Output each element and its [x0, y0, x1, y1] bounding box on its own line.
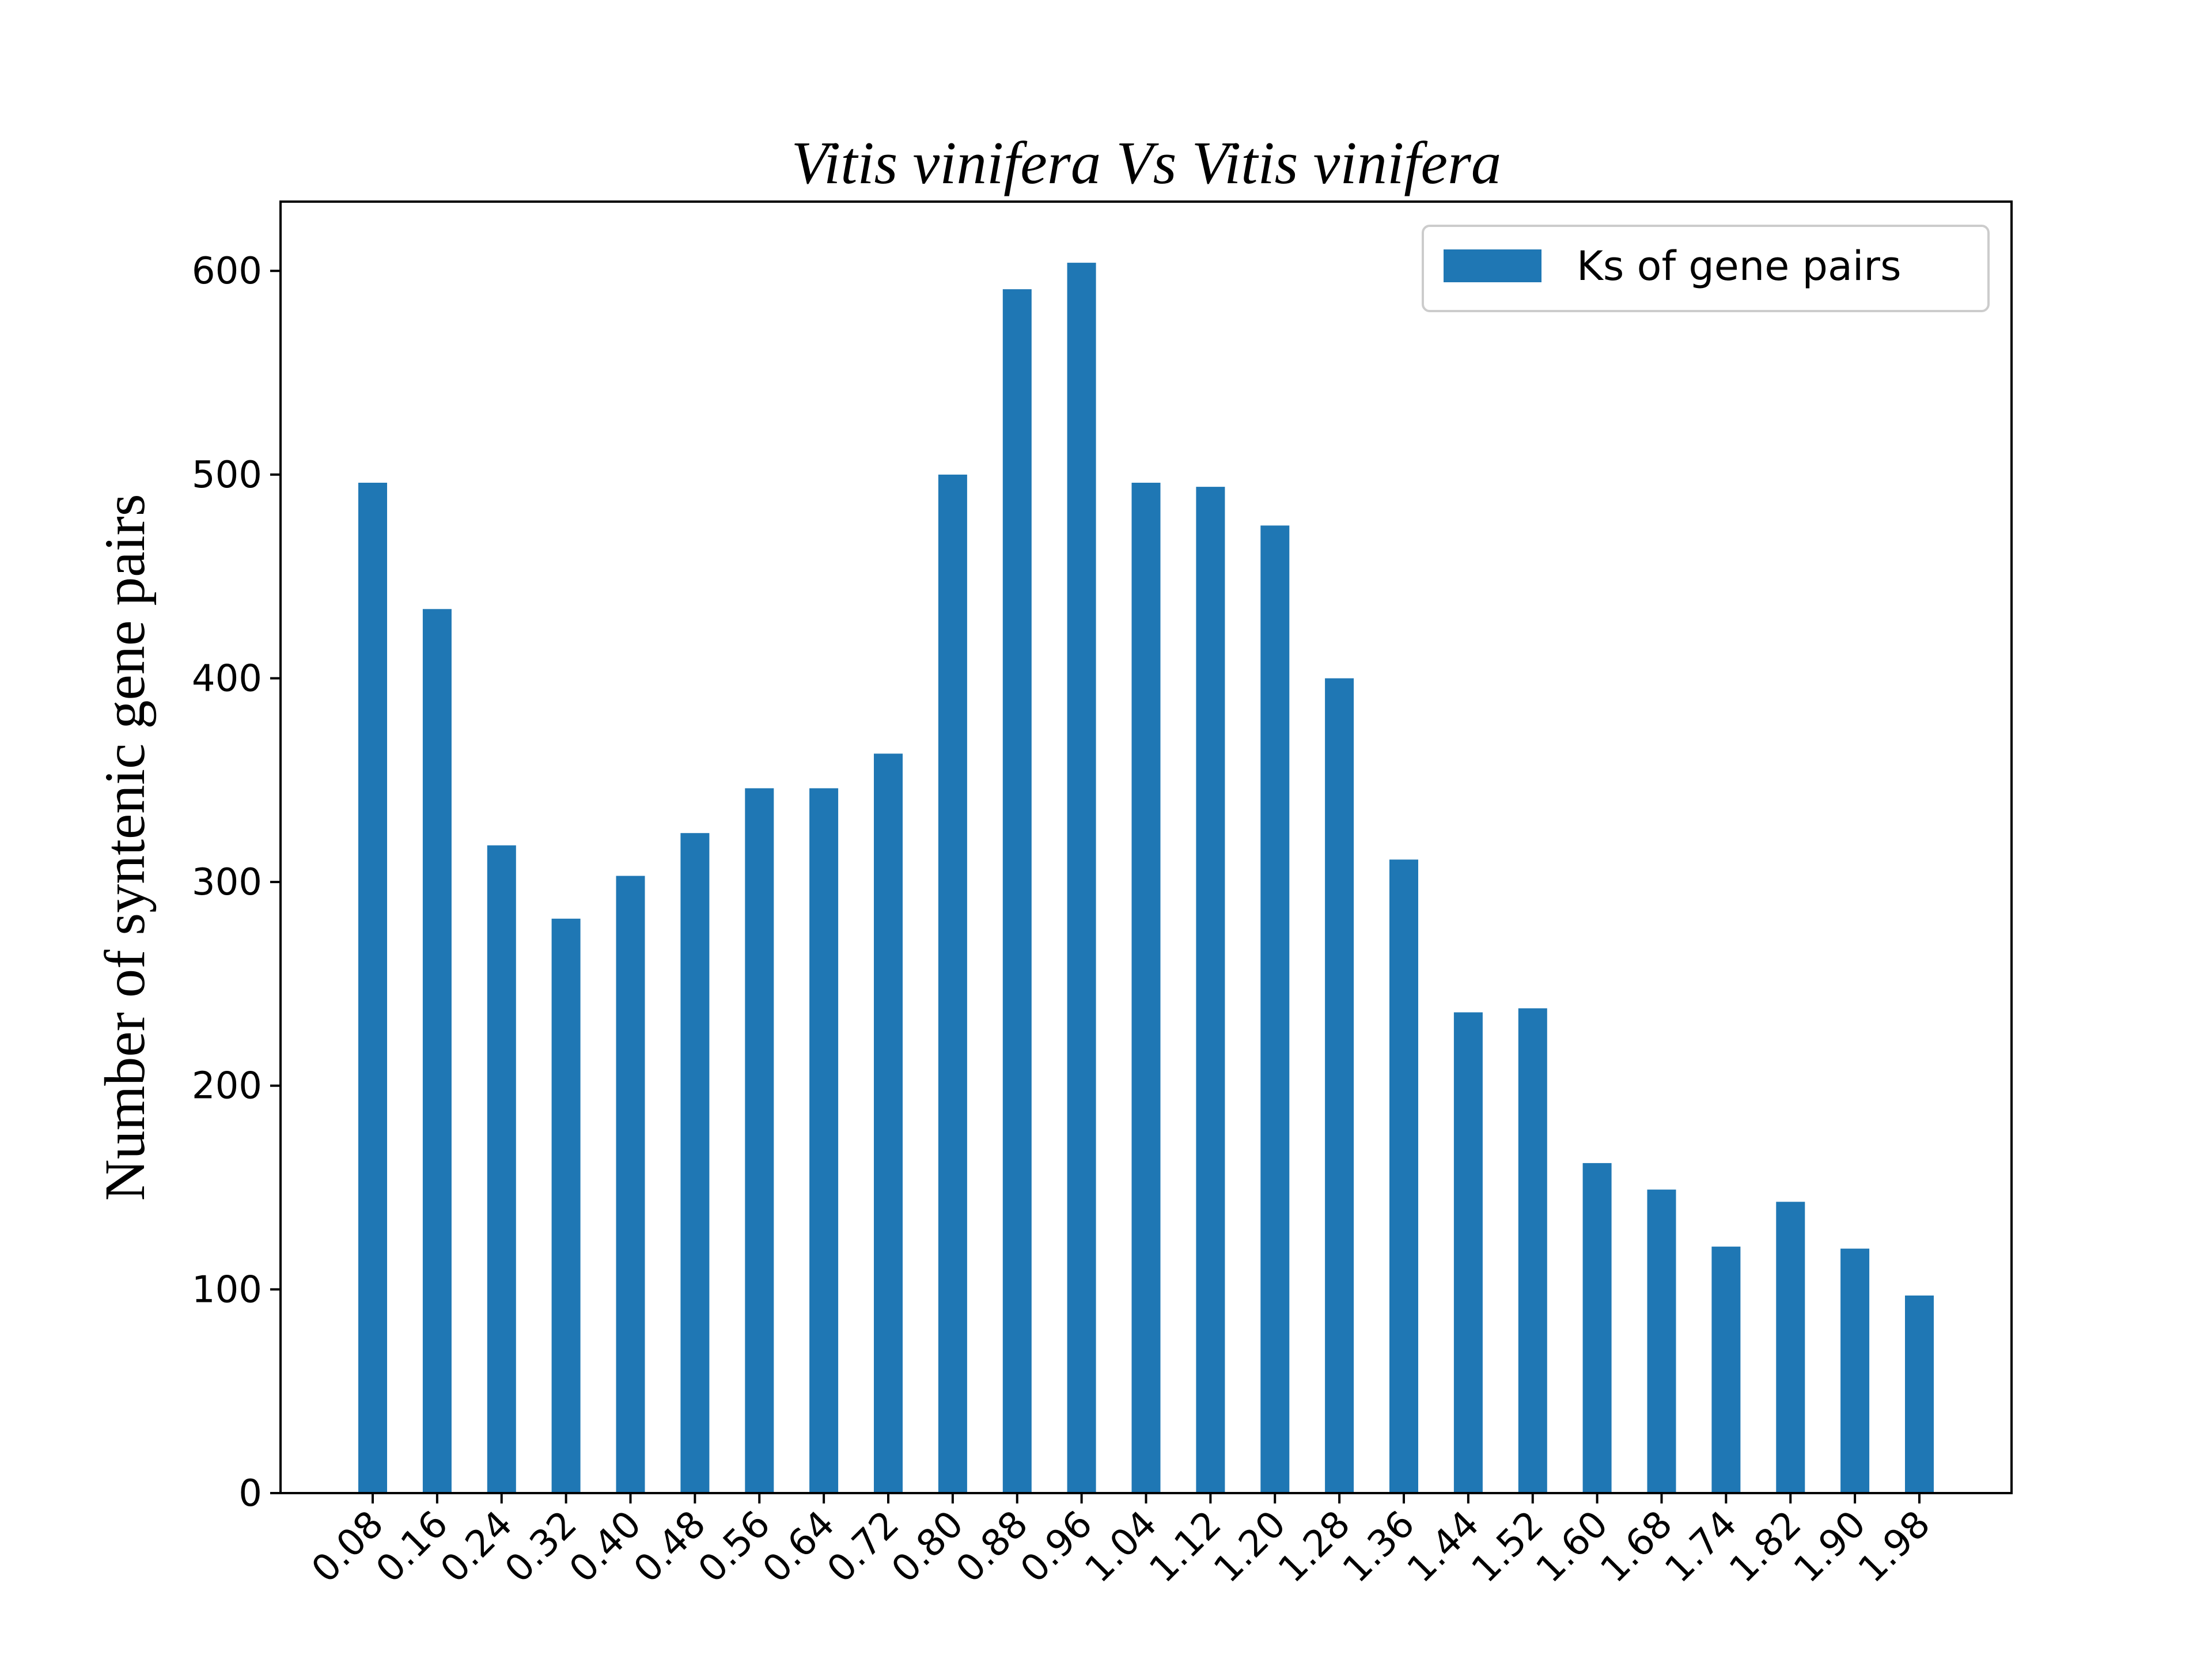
- bar-1.98: [1905, 1296, 1934, 1493]
- y-tick-label: 100: [192, 1268, 262, 1311]
- y-tick-label: 0: [238, 1472, 262, 1515]
- bar-1.52: [1518, 1008, 1547, 1493]
- y-axis-label: Number of syntenic gene pairs: [93, 494, 157, 1200]
- bar-1.36: [1389, 859, 1418, 1493]
- x-tick-label: 0.40: [562, 1503, 650, 1591]
- bar-0.80: [938, 474, 967, 1493]
- x-tick-label: 0.32: [497, 1503, 585, 1591]
- x-tick-label: 1.36: [1335, 1503, 1423, 1591]
- x-tick-label: 1.28: [1270, 1503, 1358, 1591]
- bar-0.96: [1067, 263, 1096, 1493]
- bar-1.68: [1647, 1190, 1676, 1493]
- x-tick-label: 1.44: [1399, 1503, 1487, 1591]
- x-tick-label: 0.64: [755, 1503, 843, 1591]
- bar-0.56: [745, 788, 774, 1493]
- plot-frame: [279, 200, 2013, 1494]
- chart-title: Vitis vinifera Vs Vitis vinifera: [791, 129, 1502, 196]
- bar-0.24: [487, 845, 516, 1493]
- x-tick-label: 0.96: [1013, 1503, 1101, 1591]
- x-tick-label: 1.82: [1721, 1503, 1809, 1591]
- bar-1.04: [1131, 483, 1161, 1493]
- bar-1.28: [1325, 678, 1354, 1493]
- bar-1.74: [1711, 1247, 1741, 1493]
- y-tick-label: 600: [192, 250, 262, 293]
- y-tick-label: 500: [192, 454, 262, 497]
- x-ticks-group: 0.080.160.240.320.400.480.560.640.720.80…: [304, 1493, 1938, 1591]
- x-tick-label: 1.04: [1077, 1503, 1165, 1591]
- bar-0.64: [809, 788, 839, 1493]
- bar-0.48: [680, 833, 710, 1493]
- bars-group: [358, 263, 1934, 1493]
- bar-1.90: [1840, 1248, 1870, 1493]
- bar-1.60: [1582, 1163, 1612, 1493]
- x-tick-label: 1.68: [1593, 1503, 1681, 1591]
- x-tick-label: 1.74: [1657, 1503, 1745, 1591]
- bar-1.20: [1260, 525, 1290, 1493]
- x-tick-label: 0.48: [626, 1503, 714, 1591]
- y-ticks-group: 0 100 200 300 400 500 600: [192, 250, 281, 1515]
- legend-frame: [1422, 225, 1990, 312]
- bar-1.44: [1453, 1012, 1483, 1493]
- x-tick-label: 1.90: [1786, 1503, 1874, 1591]
- x-tick-label: 0.16: [368, 1503, 456, 1591]
- bar-0.40: [616, 876, 645, 1493]
- x-tick-label: 1.98: [1850, 1503, 1938, 1591]
- legend-label: Ks of gene pairs: [1577, 243, 1902, 290]
- legend: Ks of gene pairs: [1422, 225, 1990, 312]
- y-tick-label: 200: [192, 1065, 262, 1108]
- bar-0.08: [358, 483, 387, 1493]
- x-tick-label: 0.80: [884, 1503, 972, 1591]
- x-tick-label: 0.72: [819, 1503, 907, 1591]
- x-tick-label: 1.60: [1528, 1503, 1616, 1591]
- bar-1.12: [1196, 487, 1225, 1493]
- x-tick-label: 0.88: [948, 1503, 1036, 1591]
- y-tick-label: 400: [192, 657, 262, 700]
- x-tick-label: 1.20: [1206, 1503, 1294, 1591]
- bar-1.82: [1776, 1202, 1805, 1493]
- x-tick-label: 1.52: [1464, 1503, 1552, 1591]
- x-tick-label: 1.12: [1142, 1503, 1230, 1591]
- bar-0.72: [874, 753, 903, 1493]
- y-tick-label: 300: [192, 861, 262, 904]
- bar-0.88: [1002, 289, 1032, 1493]
- x-tick-label: 0.08: [304, 1503, 392, 1591]
- x-tick-label: 0.56: [690, 1503, 778, 1591]
- legend-swatch: [1444, 249, 1541, 282]
- bar-0.32: [551, 918, 581, 1493]
- bar-0.16: [422, 609, 452, 1493]
- x-tick-label: 0.24: [433, 1503, 521, 1591]
